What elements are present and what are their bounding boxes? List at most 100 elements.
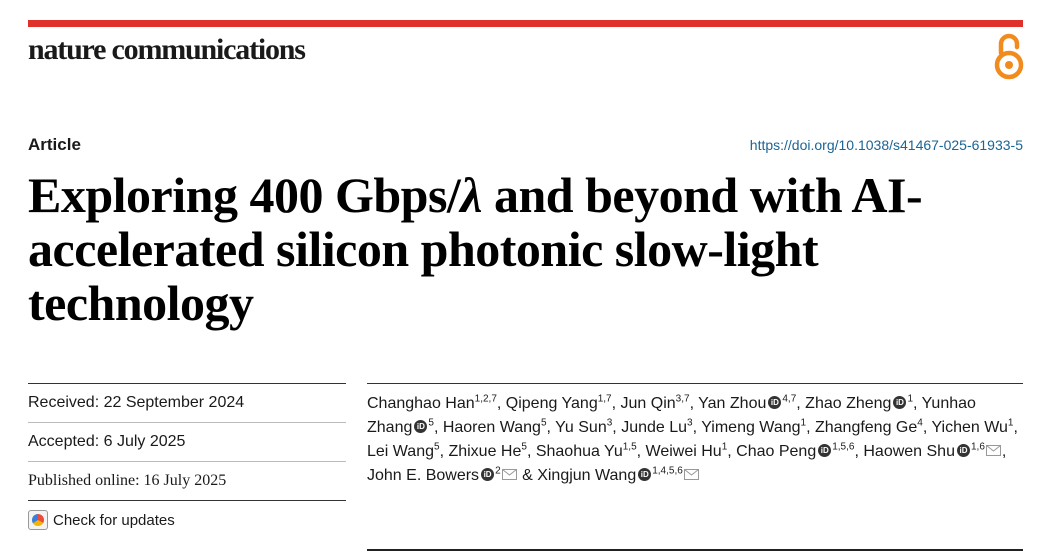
author-list: Changhao Han1,2,7, Qipeng Yang1,7, Jun Q… bbox=[367, 384, 1023, 488]
author-separator: , bbox=[796, 395, 806, 412]
author-name[interactable]: Lei Wang bbox=[367, 443, 434, 460]
author-item: Yunhao Zhang iD 5 bbox=[367, 395, 976, 436]
journal-name: nature communications bbox=[28, 33, 306, 66]
check-for-updates-icon bbox=[28, 510, 48, 530]
author-separator: , bbox=[727, 443, 737, 460]
author-separator: , bbox=[439, 443, 449, 460]
author-affiliation: 1 bbox=[907, 393, 914, 405]
author-affiliation: 1 bbox=[800, 417, 807, 429]
author-name[interactable]: Xingjun Wang bbox=[537, 467, 637, 484]
author-item: Yu Sun3 bbox=[555, 417, 613, 436]
author-affiliation: 1 bbox=[1007, 417, 1014, 429]
divider bbox=[367, 383, 1023, 384]
author-item: Xingjun Wang iD 1,4,5,6 bbox=[537, 466, 700, 484]
author-item: Qipeng Yang1,7 bbox=[505, 393, 612, 412]
author-affiliation: 1,6 bbox=[970, 441, 985, 453]
author-item: Haoren Wang5 bbox=[442, 417, 547, 436]
author-item: Zhixue He5 bbox=[448, 441, 527, 460]
author-separator: , bbox=[496, 395, 506, 412]
author-name[interactable]: Weiwei Hu bbox=[645, 443, 722, 460]
author-separator: , bbox=[546, 419, 556, 436]
author-name[interactable]: Zhangfeng Ge bbox=[814, 419, 918, 436]
author-affiliation: 3 bbox=[687, 417, 693, 429]
article-title: Exploring 400 Gbps/λ and beyond with AI-… bbox=[28, 168, 1023, 330]
author-separator: , bbox=[611, 395, 621, 412]
accepted-date: Accepted: 6 July 2025 bbox=[28, 423, 346, 462]
author-separator: , bbox=[433, 419, 443, 436]
author-separator: , bbox=[636, 443, 646, 460]
orcid-icon[interactable]: iD bbox=[768, 396, 782, 410]
orcid-icon[interactable]: iD bbox=[414, 420, 428, 434]
published-date: Published online: 16 July 2025 bbox=[28, 462, 346, 501]
author-item: Haowen Shu iD 1,6 bbox=[863, 441, 1002, 460]
author-separator: , bbox=[854, 443, 864, 460]
author-affiliation: 5 bbox=[521, 441, 527, 453]
author-name[interactable]: Yunhao Zhang bbox=[367, 395, 976, 436]
open-access-lock-icon bbox=[994, 33, 1024, 80]
received-date: Received: 22 September 2024 bbox=[28, 384, 346, 423]
author-separator: & bbox=[517, 467, 538, 484]
article-type: Article bbox=[28, 135, 81, 154]
author-affiliation: 5 bbox=[540, 417, 547, 429]
orcid-icon[interactable]: iD bbox=[893, 396, 907, 410]
author-name[interactable]: Jun Qin bbox=[620, 395, 676, 412]
divider bbox=[28, 383, 346, 384]
author-item: Lei Wang5 bbox=[367, 441, 440, 460]
author-item: Yan Zhou iD 4,7 bbox=[698, 393, 797, 412]
author-name[interactable]: Shaohua Yu bbox=[535, 443, 623, 460]
title-part-1: Exploring 400 Gbps/ bbox=[28, 167, 461, 223]
envelope-icon[interactable] bbox=[501, 469, 517, 481]
author-name[interactable]: Zhixue He bbox=[448, 443, 522, 460]
orcid-icon[interactable]: iD bbox=[956, 444, 970, 458]
author-affiliation: 4 bbox=[917, 417, 923, 429]
author-affiliation: 1,7 bbox=[597, 393, 612, 405]
author-name[interactable]: Changhao Han bbox=[367, 395, 475, 412]
author-name[interactable]: Yu Sun bbox=[555, 419, 607, 436]
author-item: Weiwei Hu1 bbox=[645, 442, 728, 460]
author-separator: , bbox=[526, 443, 536, 460]
author-name[interactable]: John E. Bowers bbox=[367, 467, 480, 484]
author-name[interactable]: Qipeng Yang bbox=[505, 395, 598, 412]
author-item: Changhao Han1,2,7 bbox=[367, 393, 497, 412]
orcid-icon[interactable]: iD bbox=[638, 468, 652, 482]
author-item: Yichen Wu1 bbox=[931, 417, 1014, 436]
author-name[interactable]: Junde Lu bbox=[621, 419, 688, 436]
author-name[interactable]: Haoren Wang bbox=[442, 419, 541, 436]
author-name[interactable]: Chao Peng bbox=[736, 443, 817, 460]
author-name[interactable]: Yichen Wu bbox=[931, 419, 1008, 436]
author-affiliation: 3,7 bbox=[675, 393, 690, 405]
author-item: John E. Bowers iD 2 bbox=[367, 465, 518, 484]
author-separator: , bbox=[692, 419, 702, 436]
author-item: Zhao Zheng iD 1 bbox=[805, 393, 914, 412]
title-part-2: and beyond with AI-accelerated silicon p… bbox=[28, 167, 923, 331]
author-item: Zhangfeng Ge4 bbox=[814, 417, 923, 436]
author-separator: , bbox=[689, 395, 699, 412]
author-block: Changhao Han1,2,7, Qipeng Yang1,7, Jun Q… bbox=[367, 383, 1023, 488]
author-item: Shaohua Yu1,5 bbox=[535, 442, 637, 460]
author-item: Jun Qin3,7 bbox=[620, 393, 690, 412]
author-separator: , bbox=[806, 419, 815, 436]
author-name[interactable]: Haowen Shu bbox=[863, 443, 955, 460]
author-affiliation: 3 bbox=[606, 417, 613, 429]
author-affiliation: 5 bbox=[428, 417, 434, 429]
title-lambda: λ bbox=[460, 167, 482, 223]
author-separator: , bbox=[612, 419, 622, 436]
author-affiliation: 1,5,6 bbox=[832, 441, 855, 453]
author-separator: , bbox=[1001, 443, 1007, 460]
author-name[interactable]: Zhao Zheng bbox=[805, 395, 892, 412]
author-affiliation: 4,7 bbox=[782, 393, 797, 405]
doi-link[interactable]: https://doi.org/10.1038/s41467-025-61933… bbox=[749, 137, 1023, 153]
envelope-icon[interactable] bbox=[683, 469, 699, 481]
author-separator: , bbox=[922, 419, 932, 436]
author-affiliation: 1,2,7 bbox=[474, 393, 497, 405]
author-name[interactable]: Yan Zhou bbox=[698, 395, 767, 412]
envelope-icon[interactable] bbox=[985, 445, 1001, 457]
author-name[interactable]: Yimeng Wang bbox=[701, 419, 801, 436]
author-affiliation: 5 bbox=[434, 441, 440, 453]
author-item: Junde Lu3 bbox=[621, 417, 693, 436]
check-for-updates-button[interactable]: Check for updates bbox=[28, 501, 346, 539]
orcid-icon[interactable]: iD bbox=[481, 468, 495, 482]
author-affiliation: 2 bbox=[495, 465, 501, 477]
orcid-icon[interactable]: iD bbox=[818, 444, 832, 458]
author-item: Chao Peng iD 1,5,6 bbox=[736, 441, 855, 460]
